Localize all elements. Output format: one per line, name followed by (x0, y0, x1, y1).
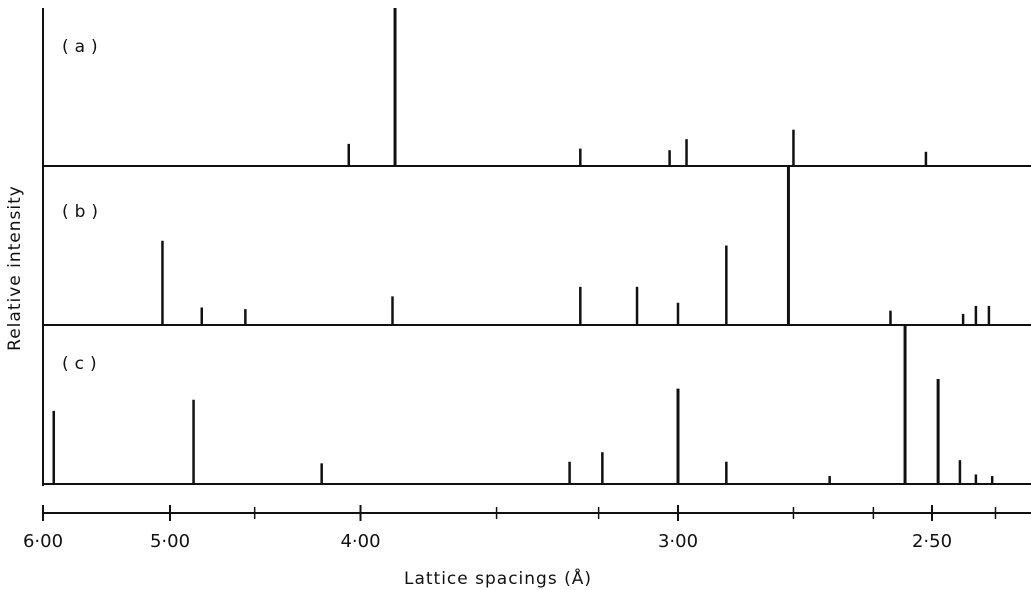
y-axis-label: Relative intensity (5, 185, 25, 351)
x-axis-ticks: 6·00 5·00 4·00 3·00 2·50 (23, 505, 997, 552)
x-tick-label: 2·50 (912, 531, 952, 552)
x-tick-label: 5·00 (150, 531, 190, 552)
x-axis-label: Lattice spacings (Å) (404, 567, 592, 589)
panel-b-label: (b) (62, 202, 104, 222)
panel-c-label: (c) (62, 354, 103, 374)
x-tick-label: 6·00 (23, 531, 63, 552)
panel-a-label: (a) (62, 37, 104, 57)
x-tick-label: 4·00 (340, 531, 380, 552)
peak-lines (52, 8, 994, 484)
x-tick-label: 3·00 (658, 531, 698, 552)
